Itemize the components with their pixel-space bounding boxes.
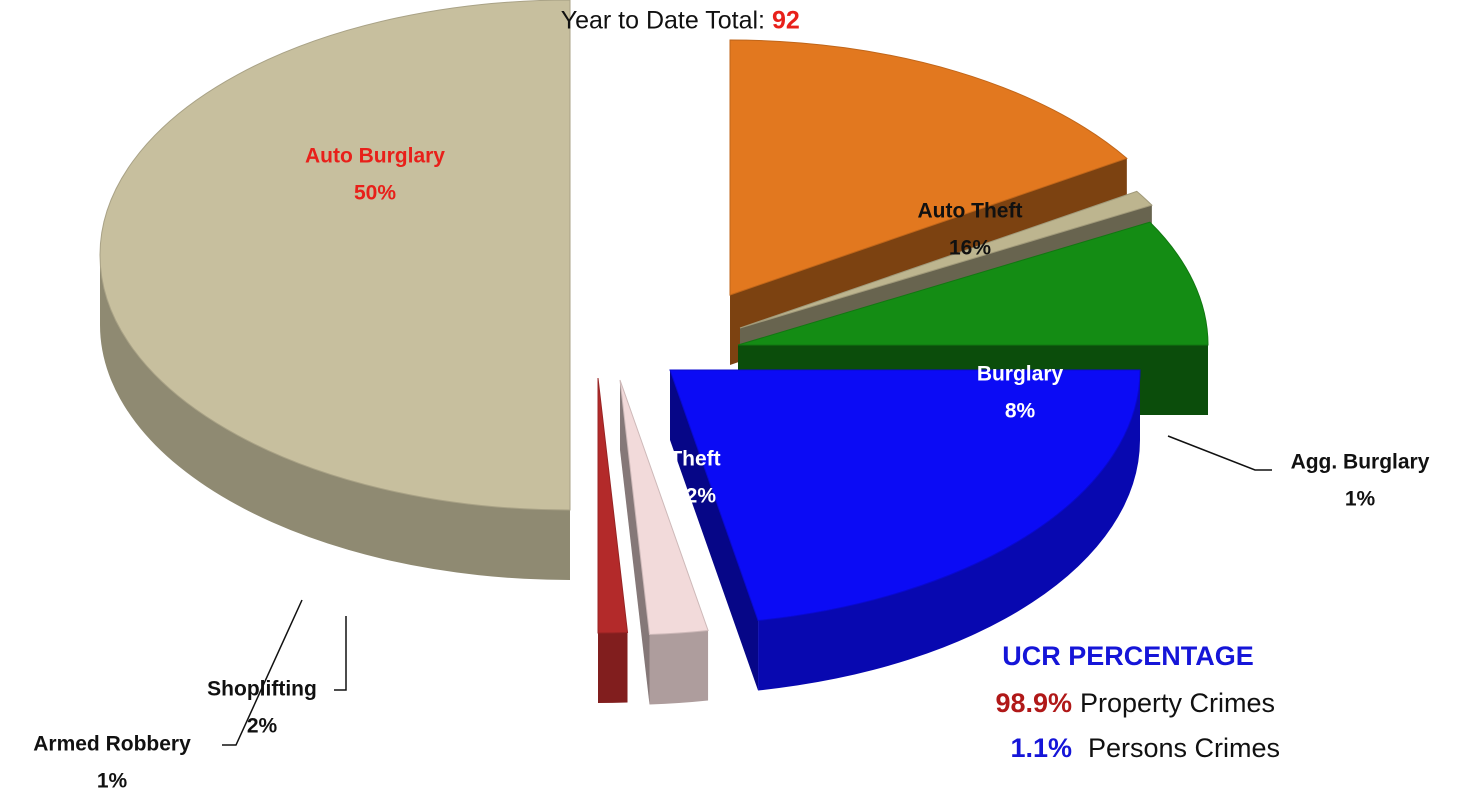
slice-value-label: 1% <box>1345 488 1376 511</box>
slice-value-label: 1% <box>97 770 128 793</box>
pie: Auto Theft 16% Agg. Burglary 1% Burglary 8% Th… <box>33 0 1430 793</box>
slice-wall <box>598 632 628 703</box>
slice-side <box>620 380 650 705</box>
annotation-title: UCR PERCENTAGE <box>1002 641 1254 671</box>
annotation-text: Persons Crimes <box>1088 733 1280 763</box>
slice <box>99 0 571 511</box>
slice-wall <box>649 630 709 705</box>
slice-value-label: 8% <box>1005 400 1036 423</box>
leader-line <box>334 616 347 691</box>
slice-tops <box>99 0 1209 636</box>
slice <box>669 369 1141 622</box>
slice-value-label: 2% <box>247 715 278 738</box>
slice-label: Armed Robbery <box>33 733 191 756</box>
chart-title: Year to Date Total: <box>561 7 765 35</box>
slice-label: Burglary <box>977 363 1064 386</box>
slice-wall <box>758 370 1140 691</box>
slice <box>597 377 629 634</box>
slice-label: Auto Theft <box>918 200 1023 223</box>
slice <box>739 190 1153 329</box>
annotation-value: 1.1% <box>1010 733 1072 763</box>
slice-label: Auto Burglary <box>305 145 445 168</box>
annotation-text: Property Crimes <box>1080 688 1275 718</box>
slice-value-label: 50% <box>354 182 396 205</box>
slice-side <box>670 370 759 691</box>
leader-line <box>1167 435 1272 471</box>
leader-lines <box>222 435 1272 746</box>
slice <box>619 379 709 636</box>
slice-value-label: 22% <box>674 485 716 508</box>
slice <box>729 39 1128 296</box>
slice-label: Agg. Burglary <box>1291 451 1430 474</box>
slice <box>737 221 1209 346</box>
total: 92 <box>772 7 800 35</box>
annotation-value: 98.9% <box>995 688 1072 718</box>
slice-value-label: 16% <box>949 237 991 260</box>
leader-line <box>222 599 303 746</box>
slice-label: Theft <box>669 448 720 471</box>
slice-wall <box>100 255 570 580</box>
